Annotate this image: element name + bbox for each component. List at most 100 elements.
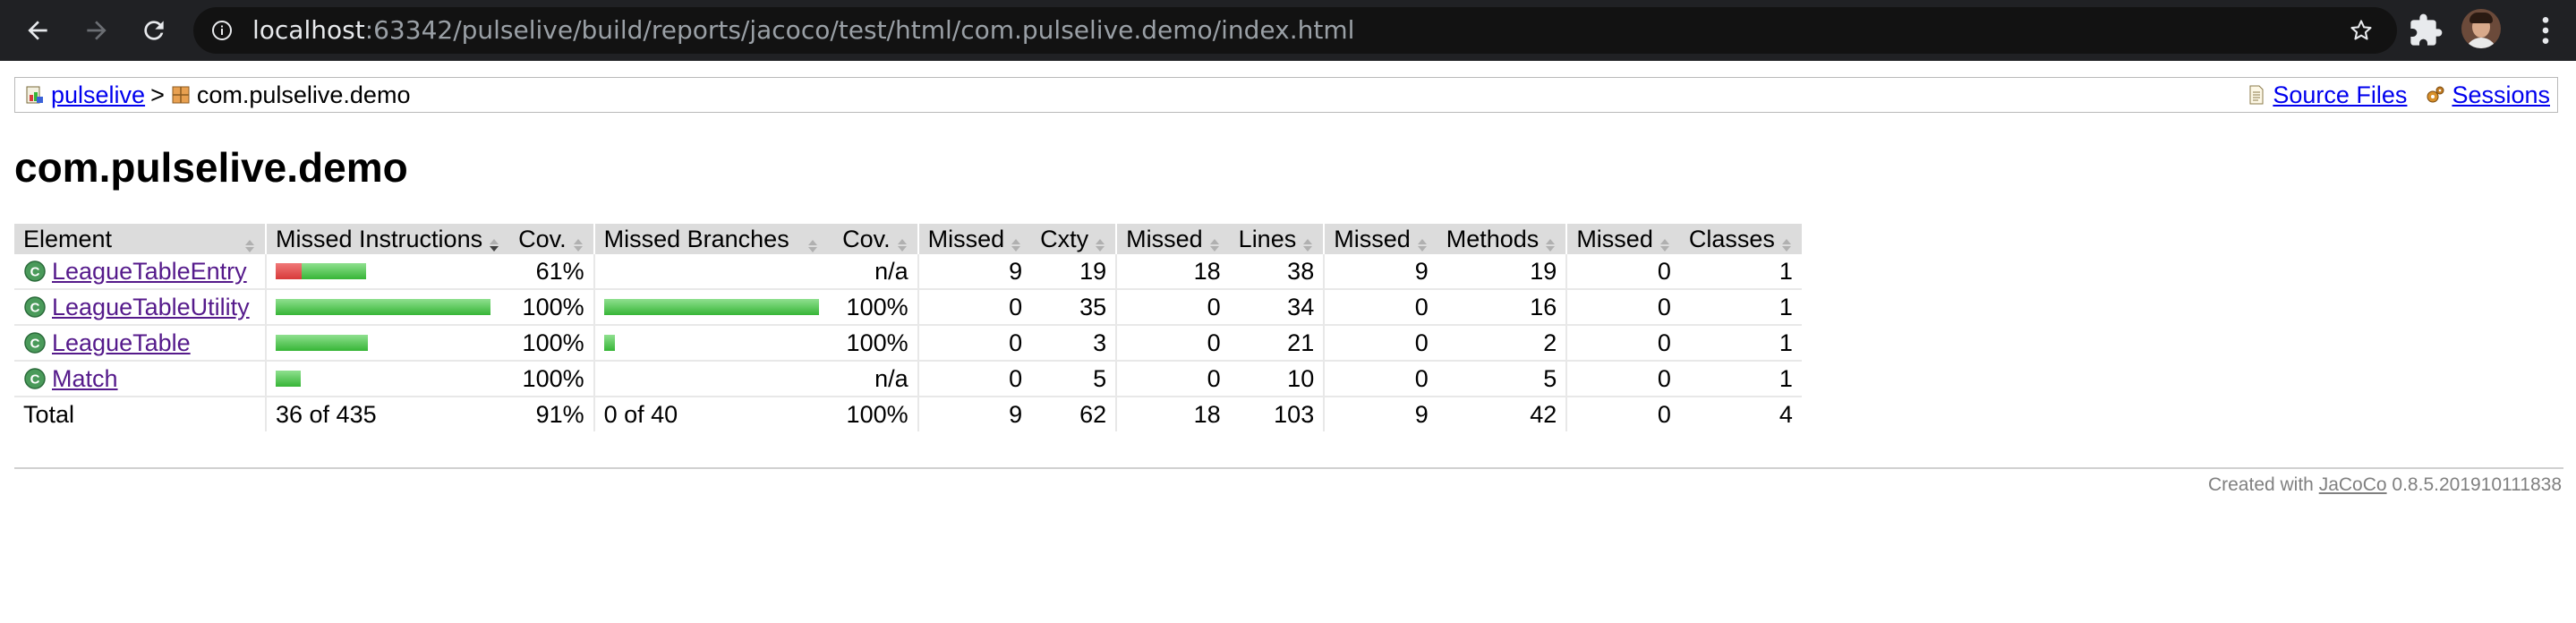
lines-cell: 34 bbox=[1229, 289, 1325, 326]
col-lines[interactable]: Lines bbox=[1229, 224, 1325, 254]
table-total-row: Total 36 of 435 91% 0 of 40 100% 9 62 18… bbox=[14, 397, 1802, 431]
classes-cell: 1 bbox=[1679, 289, 1802, 326]
missed-cxty-cell: 0 bbox=[917, 289, 1032, 326]
col-missed-classes[interactable]: Missed bbox=[1565, 224, 1680, 254]
source-files-link[interactable]: Source Files bbox=[2273, 81, 2408, 108]
missed-methods-cell: 0 bbox=[1323, 361, 1437, 397]
covered-bar-segment bbox=[276, 371, 301, 387]
missed-classes-cell: 0 bbox=[1565, 361, 1680, 397]
sort-desc-icon bbox=[488, 232, 500, 252]
col-instr-cov[interactable]: Cov. bbox=[509, 224, 594, 254]
info-icon[interactable] bbox=[211, 20, 233, 41]
col-element[interactable]: Element bbox=[14, 224, 266, 254]
sort-icon bbox=[1544, 232, 1557, 252]
back-icon[interactable] bbox=[20, 13, 55, 48]
element-cell: C LeagueTableEntry bbox=[14, 254, 266, 290]
missed-lines-cell: 18 bbox=[1115, 254, 1230, 290]
instruction-coverage-bar bbox=[276, 371, 500, 387]
table-row: C LeagueTableUtility 100% 100% 0 35 0 34 0 16 0 1 bbox=[14, 289, 1802, 326]
instruction-bar-cell bbox=[264, 254, 510, 290]
footer-prefix: Created with bbox=[2207, 474, 2314, 495]
col-missed-methods[interactable]: Missed bbox=[1323, 224, 1437, 254]
classes-cell: 1 bbox=[1679, 361, 1802, 397]
col-methods[interactable]: Methods bbox=[1437, 224, 1567, 254]
element-link[interactable]: LeagueTable bbox=[52, 329, 191, 356]
total-classes: 4 bbox=[1778, 400, 1793, 428]
profile-avatar[interactable] bbox=[2461, 9, 2501, 48]
total-lines: 103 bbox=[1274, 400, 1315, 428]
missed-lines-cell: 0 bbox=[1115, 289, 1230, 326]
extensions-puzzle-icon[interactable] bbox=[2408, 13, 2444, 48]
instruction-bar-cell bbox=[264, 361, 510, 397]
branch-cov-cell: n/a bbox=[827, 254, 918, 290]
missed-lines-cell: 0 bbox=[1115, 325, 1230, 362]
branch-cov-cell: 100% bbox=[827, 325, 918, 362]
table-row: C Match 100% n/a 0 5 0 10 0 5 0 1 bbox=[14, 361, 1802, 397]
classes-cell: 1 bbox=[1679, 254, 1802, 290]
instr-cov-cell: 100% bbox=[509, 361, 594, 397]
branch-cov-cell: 100% bbox=[827, 289, 918, 326]
col-missed-lines[interactable]: Missed bbox=[1115, 224, 1230, 254]
sort-icon bbox=[572, 232, 584, 252]
col-missed-instructions[interactable]: Missed Instructions bbox=[264, 224, 510, 254]
col-missed-branches[interactable]: Missed Branches bbox=[593, 224, 828, 254]
total-missed-cxty: 9 bbox=[917, 397, 1032, 431]
element-link[interactable]: Match bbox=[52, 364, 118, 392]
sort-icon bbox=[1301, 232, 1314, 252]
instr-cov-cell: 61% bbox=[509, 254, 594, 290]
breadcrumb-root-link[interactable]: pulselive bbox=[51, 81, 146, 108]
address-bar[interactable]: localhost:63342/pulselive/build/reports/… bbox=[193, 7, 2397, 54]
missed-bar-segment bbox=[276, 263, 302, 279]
total-missed-lines: 18 bbox=[1115, 397, 1230, 431]
branch-bar-cell bbox=[593, 361, 828, 397]
report-icon bbox=[24, 84, 46, 106]
lines-cell: 21 bbox=[1229, 325, 1325, 362]
url-host: localhost bbox=[252, 15, 365, 45]
page-title: com.pulselive.demo bbox=[14, 144, 408, 191]
instruction-bar-cell bbox=[264, 325, 510, 362]
element-cell: C LeagueTableUtility bbox=[14, 289, 266, 326]
missed-classes-cell: 0 bbox=[1565, 254, 1680, 290]
url-path: :63342/pulselive/build/reports/jacoco/te… bbox=[364, 15, 1355, 45]
col-missed-cxty[interactable]: Missed bbox=[917, 224, 1032, 254]
sort-icon bbox=[1208, 232, 1221, 252]
breadcrumb-separator: > bbox=[150, 81, 165, 108]
covered-bar-segment bbox=[276, 299, 490, 315]
sort-icon bbox=[806, 233, 819, 252]
cxty-cell: 35 bbox=[1031, 289, 1117, 326]
covered-bar-segment bbox=[302, 263, 366, 279]
bookmark-star-icon[interactable] bbox=[2349, 18, 2374, 43]
instruction-coverage-bar bbox=[276, 299, 500, 315]
element-link[interactable]: LeagueTableUtility bbox=[52, 293, 250, 320]
reload-icon[interactable] bbox=[136, 13, 172, 48]
class-icon: C bbox=[23, 367, 47, 390]
element-link[interactable]: LeagueTableEntry bbox=[52, 257, 247, 285]
missed-lines-cell: 0 bbox=[1115, 361, 1230, 397]
cxty-cell: 19 bbox=[1031, 254, 1117, 290]
cxty-cell: 5 bbox=[1031, 361, 1117, 397]
col-classes[interactable]: Classes bbox=[1679, 224, 1802, 254]
missed-methods-cell: 0 bbox=[1323, 325, 1437, 362]
total-missed-methods: 9 bbox=[1323, 397, 1437, 431]
total-cxty: 62 bbox=[1079, 400, 1107, 428]
total-label: Total bbox=[23, 400, 75, 428]
col-branch-cov[interactable]: Cov. bbox=[827, 224, 918, 254]
sessions-link[interactable]: Sessions bbox=[2452, 81, 2550, 108]
missed-classes-cell: 0 bbox=[1565, 289, 1680, 326]
col-cxty[interactable]: Cxty bbox=[1031, 224, 1117, 254]
sort-icon bbox=[1780, 232, 1793, 252]
instruction-coverage-bar bbox=[276, 263, 500, 279]
jacoco-link[interactable]: JaCoCo bbox=[2318, 474, 2387, 495]
table-row: C LeagueTableEntry 61% n/a 9 19 18 38 9 19 0 1 bbox=[14, 254, 1802, 290]
forward-icon[interactable] bbox=[79, 13, 115, 48]
footer-divider bbox=[14, 467, 2563, 469]
svg-text:C: C bbox=[30, 337, 40, 352]
missed-cxty-cell: 0 bbox=[917, 361, 1032, 397]
total-instr: 36 of 435 bbox=[264, 397, 510, 431]
source-files-icon bbox=[2246, 84, 2267, 106]
menu-kebab-icon[interactable] bbox=[2528, 13, 2563, 48]
branch-cov-cell: n/a bbox=[827, 361, 918, 397]
sort-icon bbox=[1010, 232, 1022, 252]
total-missed-classes: 0 bbox=[1565, 397, 1680, 431]
table-header-row: Element Missed Instructions Cov. Missed … bbox=[14, 224, 1802, 254]
